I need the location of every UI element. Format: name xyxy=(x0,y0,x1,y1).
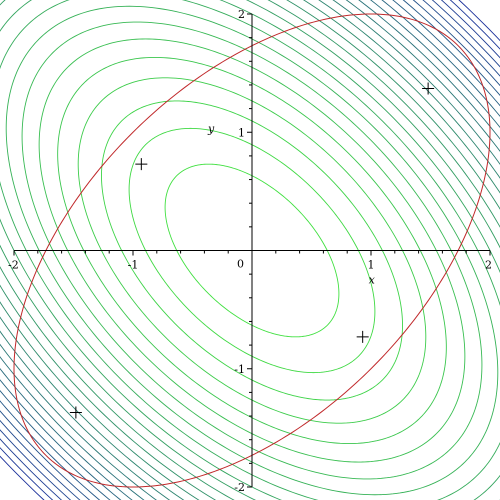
axes xyxy=(14,14,490,487)
y-tick-label: 1 xyxy=(238,126,245,139)
x-axis-label: x xyxy=(369,274,376,287)
y-tick-label: 2 xyxy=(238,8,245,21)
x-tick-label: -1 xyxy=(128,259,139,272)
x-tick-label: -2 xyxy=(8,259,19,272)
origin-label: 0 xyxy=(237,258,244,271)
marked-point xyxy=(356,330,369,343)
y-tick-label: -1 xyxy=(234,363,245,376)
marked-point xyxy=(135,158,148,171)
x-tick-label: 2 xyxy=(485,259,492,272)
y-tick-label: -2 xyxy=(234,481,245,494)
x-tick-label: 1 xyxy=(368,259,375,272)
y-axis-label: y xyxy=(207,122,215,135)
marked-points xyxy=(69,82,435,419)
axis-labels: 0 x y -2 -1 1 2 2 1 -1 -2 xyxy=(8,8,492,494)
axis-ticks xyxy=(13,13,491,488)
marked-point xyxy=(69,406,82,419)
marked-point xyxy=(422,82,435,95)
